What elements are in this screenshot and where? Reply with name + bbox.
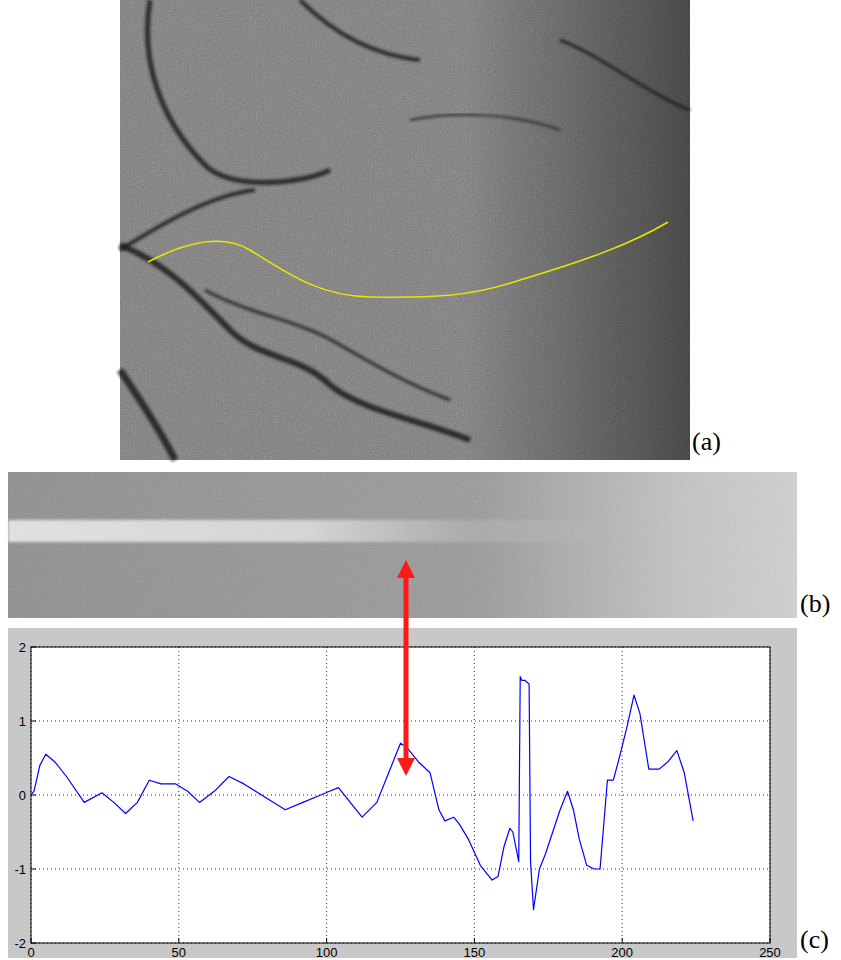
tick-x <box>178 938 179 943</box>
panel-b-image <box>8 472 797 618</box>
tick-label-y: 2 <box>19 640 26 655</box>
strip-noise <box>8 472 797 618</box>
data-line <box>31 677 693 910</box>
vessel <box>205 290 450 400</box>
tick-label-y: -1 <box>14 862 26 877</box>
plot-area <box>31 647 770 943</box>
tick-label-x: 150 <box>464 945 486 960</box>
strip-band <box>8 520 608 542</box>
vessel <box>120 190 255 250</box>
strip-ground <box>8 472 797 618</box>
arrow-shaft <box>404 574 409 762</box>
panel-c-chart: 0 50 100 150 200 250 -2 -1 0 1 2 <box>8 628 797 960</box>
red-arrow <box>397 560 415 776</box>
grid-line-y <box>31 869 770 870</box>
grid-line-y <box>31 721 770 722</box>
image-noise <box>120 0 690 460</box>
tick-y <box>31 869 36 870</box>
plot-frame <box>31 647 770 943</box>
tick-x <box>474 938 475 943</box>
vessel <box>410 115 560 130</box>
tick-y <box>31 721 36 722</box>
series-group <box>31 677 693 910</box>
tick-label-x: 200 <box>611 945 633 960</box>
tick-x <box>622 938 623 943</box>
tick-label-x: 50 <box>172 945 186 960</box>
vessel <box>300 0 420 60</box>
vessel <box>147 0 330 183</box>
grid-line-x <box>474 647 475 943</box>
panel-label: (b) <box>800 589 830 618</box>
vessel <box>120 245 470 440</box>
grid-line-x <box>622 647 623 943</box>
tick-x <box>326 938 327 943</box>
trace-curve <box>148 222 668 297</box>
tick-label-x: 0 <box>27 945 34 960</box>
figure: (a) (b) (c) 0 50 100 150 200 250 -2 -1 0 1 2 <box>0 0 841 960</box>
tick-label-x: 100 <box>316 945 338 960</box>
tick-label-x: 250 <box>759 945 781 960</box>
image-ground <box>120 0 690 460</box>
panel-label: (a) <box>692 427 721 456</box>
chart-background <box>8 628 797 958</box>
panel-label: (c) <box>800 925 829 954</box>
tick-label-y: 0 <box>19 788 26 803</box>
tick-label-y: -2 <box>14 936 26 951</box>
panel-a-image <box>120 0 690 460</box>
grid-line-x <box>326 647 327 943</box>
vessel <box>560 40 690 110</box>
arrow-head <box>397 758 415 776</box>
arrow-head <box>397 560 415 578</box>
image-shade <box>120 0 690 460</box>
vessel <box>120 370 175 460</box>
tick-label-y: 1 <box>19 714 26 729</box>
